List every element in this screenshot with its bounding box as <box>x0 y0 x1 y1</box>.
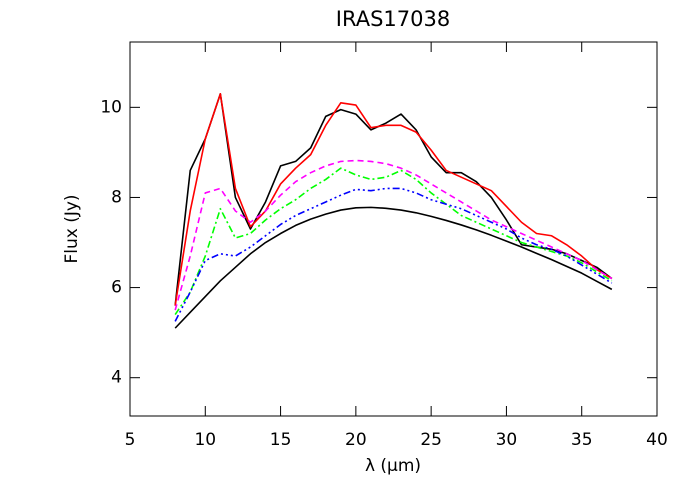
y-axis-label: Flux (Jy) <box>62 194 82 263</box>
series-line <box>174 159 613 311</box>
y-tick-label: 8 <box>111 187 122 207</box>
x-tick-label: 20 <box>345 430 367 450</box>
chart-title: IRAS17038 <box>336 7 450 31</box>
y-tick-label: 4 <box>111 368 122 388</box>
series-line <box>174 187 613 322</box>
series-line <box>174 206 613 329</box>
x-tick-label: 30 <box>496 430 518 450</box>
x-tick-label: 40 <box>646 430 668 450</box>
x-tick-label: 25 <box>420 430 442 450</box>
x-tick-label: 15 <box>270 430 292 450</box>
y-tick-label: 6 <box>111 278 122 298</box>
x-tick-label: 5 <box>125 430 136 450</box>
series-line <box>174 167 613 316</box>
plot-frame <box>129 41 658 417</box>
x-tick-label: 10 <box>194 430 216 450</box>
series-line <box>174 93 613 306</box>
y-tick-label: 10 <box>100 97 122 117</box>
x-tick-label: 35 <box>571 430 593 450</box>
x-axis-label: λ (μm) <box>365 456 421 476</box>
